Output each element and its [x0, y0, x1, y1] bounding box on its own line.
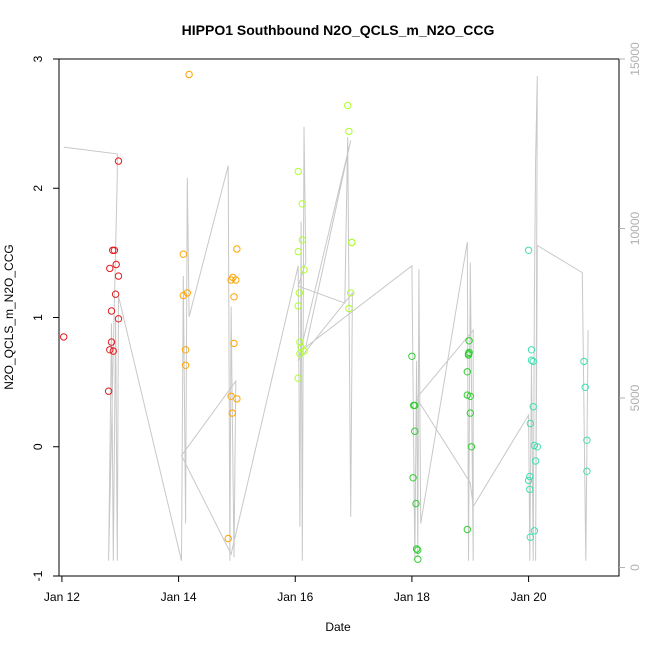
data-point-s0-11 — [114, 272, 123, 280]
data-point-s1-3 — [181, 361, 190, 369]
data-point-s2-17 — [348, 238, 356, 247]
data-point-s3-8 — [414, 555, 422, 563]
x-tick-label-3: Jan 18 — [394, 590, 430, 604]
y-tick-label-0: -1 — [31, 570, 45, 581]
data-point-s4-15 — [581, 383, 589, 391]
y-axis: -1 0 1 2 3 — [31, 55, 59, 581]
data-point-s3-7 — [414, 546, 422, 554]
data-point-s0-8 — [110, 246, 119, 255]
chart-title: HIPPO1 Southbound N2O_QCLS_m_N2O_CCG — [182, 22, 495, 38]
data-point-s3-14 — [465, 337, 473, 345]
y-axis-label: N2O_QCLS_m_N2O_CCG — [2, 244, 16, 389]
data-point-s4-13 — [533, 443, 541, 451]
data-point-s4-2 — [526, 472, 534, 481]
data-point-s4-0 — [524, 246, 533, 255]
data-point-s0-3 — [106, 264, 114, 273]
data-point-s1-12 — [230, 339, 238, 348]
data-point-s3-3 — [411, 401, 419, 410]
y2-tick-label-2: 10000 — [628, 212, 642, 246]
data-point-s2-9 — [298, 200, 306, 208]
data-point-s4-1 — [524, 476, 533, 485]
data-point-s4-17 — [583, 467, 591, 475]
data-point-s3-4 — [411, 427, 419, 435]
data-point-s2-12 — [344, 101, 352, 110]
y2-tick-label-3: 15000 — [628, 42, 642, 76]
data-point-s0-0 — [60, 333, 68, 341]
data-point-s4-8 — [529, 357, 537, 366]
data-point-s2-3 — [294, 374, 302, 382]
y-tick-label-2: 1 — [31, 314, 45, 321]
data-point-s1-6 — [224, 534, 232, 543]
data-point-s2-0 — [294, 167, 302, 176]
data-point-s2-13 — [345, 127, 353, 136]
data-point-s4-12 — [531, 457, 540, 465]
data-point-s0-5 — [107, 338, 116, 346]
x-axis-label: Date — [325, 620, 351, 634]
data-point-s1-13 — [232, 276, 240, 284]
data-point-s2-8 — [298, 236, 306, 244]
data-point-s1-5 — [185, 70, 193, 79]
y-tick-label-3: 2 — [31, 185, 45, 192]
data-point-s4-3 — [526, 485, 534, 494]
data-point-s1-4 — [183, 289, 192, 297]
x-tick-label-4: Jan 20 — [511, 590, 547, 604]
data-points — [60, 70, 591, 563]
data-point-s3-17 — [466, 409, 474, 417]
data-point-s1-1 — [179, 291, 188, 300]
y-tick-label-1: 0 — [31, 443, 45, 450]
data-point-s2-10 — [300, 266, 308, 274]
data-point-s0-9 — [111, 290, 120, 298]
x-tick-label-1: Jan 14 — [161, 590, 197, 604]
data-point-s1-11 — [230, 293, 238, 301]
data-point-s4-14 — [580, 357, 588, 366]
data-point-s4-6 — [527, 346, 536, 354]
data-point-s2-1 — [294, 247, 302, 256]
data-point-s0-13 — [114, 157, 123, 165]
data-point-s0-10 — [112, 260, 120, 269]
data-point-s2-5 — [296, 338, 304, 346]
y2-tick-label-1: 5000 — [628, 384, 642, 411]
data-point-s0-1 — [104, 387, 113, 395]
altitude-line — [63, 75, 589, 561]
data-point-s4-11 — [530, 527, 539, 535]
data-point-s4-7 — [527, 356, 536, 364]
y2-axis: 0 5000 10000 15000 — [619, 42, 642, 571]
x-tick-label-0: Jan 12 — [44, 590, 80, 604]
data-point-s1-15 — [233, 395, 241, 403]
data-point-s3-9 — [463, 525, 471, 534]
y-tick-label-4: 3 — [31, 55, 45, 62]
data-point-s3-0 — [408, 352, 416, 360]
data-point-s0-12 — [114, 315, 123, 323]
data-point-s0-7 — [109, 347, 118, 355]
data-point-s3-16 — [466, 392, 474, 400]
data-point-s2-14 — [345, 304, 353, 313]
data-point-s2-2 — [294, 302, 302, 310]
data-point-s0-4 — [107, 307, 116, 315]
data-point-s3-6 — [412, 545, 421, 553]
plot-frame — [58, 58, 620, 577]
data-point-s2-11 — [300, 347, 308, 355]
data-point-s4-9 — [529, 403, 537, 411]
x-axis: Jan 12 Jan 14 Jan 16 Jan 18 Jan 20 — [44, 576, 547, 604]
data-point-s3-5 — [412, 499, 420, 508]
data-point-s3-18 — [467, 443, 476, 451]
data-point-s4-16 — [583, 436, 591, 444]
y2-tick-label-0: 0 — [628, 564, 642, 571]
data-point-s3-10 — [463, 368, 471, 376]
data-point-s1-0 — [179, 250, 188, 258]
data-point-s2-15 — [347, 289, 355, 297]
data-point-s4-4 — [526, 419, 534, 428]
data-point-s1-14 — [233, 245, 241, 253]
x-tick-label-2: Jan 16 — [277, 590, 313, 604]
data-point-s3-15 — [465, 348, 473, 357]
data-point-s3-1 — [409, 474, 417, 482]
data-point-s2-4 — [295, 289, 303, 297]
altitude-track — [63, 75, 589, 561]
data-point-s4-5 — [526, 533, 534, 541]
data-point-s0-2 — [106, 346, 114, 354]
data-point-s1-9 — [228, 409, 237, 417]
data-point-s1-2 — [181, 346, 190, 354]
